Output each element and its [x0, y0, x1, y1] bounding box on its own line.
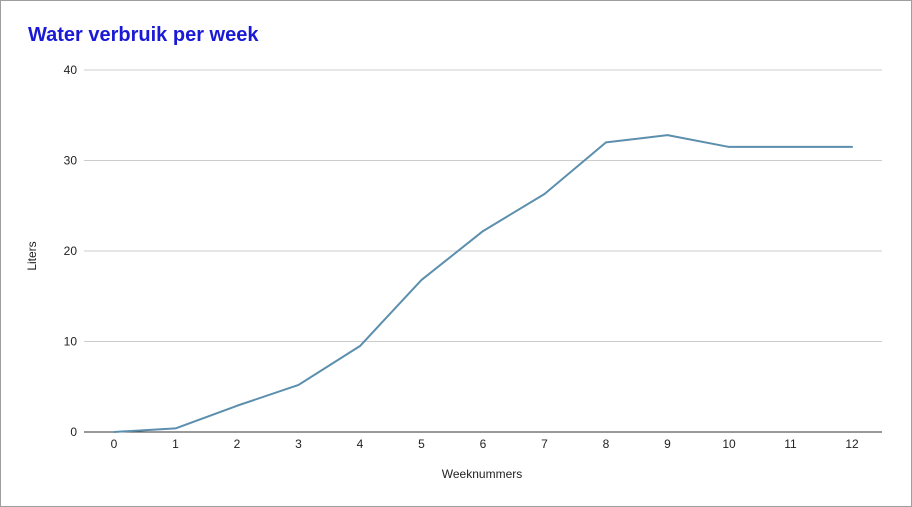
- y-tick-label: 20: [64, 244, 78, 258]
- x-tick-label: 3: [295, 437, 302, 451]
- x-tick-label: 6: [480, 437, 487, 451]
- x-tick-label: 11: [784, 437, 797, 451]
- x-tick-label: 8: [603, 437, 610, 451]
- x-tick-label: 5: [418, 437, 425, 451]
- series-layer: [113, 134, 853, 433]
- x-tick-label: 9: [664, 437, 671, 451]
- y-tick-label: 40: [64, 63, 78, 77]
- x-axis-label: Weeknummers: [442, 467, 522, 481]
- x-tick-label: 0: [111, 437, 118, 451]
- x-tick-label: 4: [357, 437, 364, 451]
- gridlines: [84, 69, 882, 433]
- x-tick-label: 7: [541, 437, 548, 451]
- x-tick-label: 10: [722, 437, 736, 451]
- x-tick-label: 1: [172, 437, 179, 451]
- y-axis-label: Liters: [25, 241, 39, 270]
- chart-title: Water verbruik per week: [28, 24, 259, 46]
- y-tick-label: 30: [64, 154, 78, 168]
- x-tick-label: 12: [845, 437, 859, 451]
- y-tick-label: 10: [64, 335, 78, 349]
- x-tick-label: 2: [234, 437, 241, 451]
- y-axis-ticks: 0 10 20 30 40: [64, 63, 78, 439]
- y-tick-label: 0: [70, 425, 77, 439]
- series-line: [113, 134, 853, 433]
- x-axis-ticks: 0 1 2 3 4 5 6 7 8 9 10 11 12: [111, 437, 859, 451]
